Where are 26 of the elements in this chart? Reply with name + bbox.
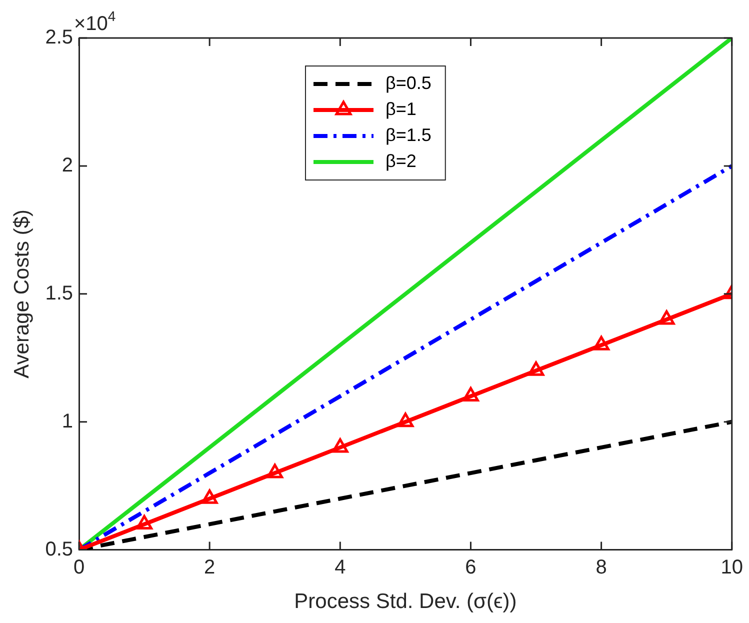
y-tick-label: 2.5 [45,26,74,49]
legend-label: β=0.5 [385,72,432,93]
point [266,464,284,478]
legend-label: β=1 [385,98,416,119]
legend-label: β=1.5 [385,124,432,145]
legend-label: β=2 [385,150,416,171]
x-axis-title: Process Std. Dev. (σ(ϵ)) [294,590,517,614]
y-tick-label: 1 [62,410,74,432]
y-axis-title: Average Costs ($) [10,209,34,378]
x-tick-label: 8 [596,556,607,578]
point [658,310,675,325]
point [462,387,479,402]
y-tick-label: 2 [62,154,74,176]
x-tick-label: 2 [204,556,216,578]
point [528,361,544,376]
point [593,336,610,350]
x-tick-label: 0 [73,556,85,578]
point [136,514,152,530]
y-tick-label: 1.5 [45,282,74,304]
point [397,412,414,428]
x-tick-label: 6 [465,556,476,578]
point [201,489,218,504]
y-tick-label: 0.5 [45,538,74,560]
x-tick-label: 4 [334,556,346,578]
point [332,438,348,453]
x-tick-label: 10 [720,556,743,578]
